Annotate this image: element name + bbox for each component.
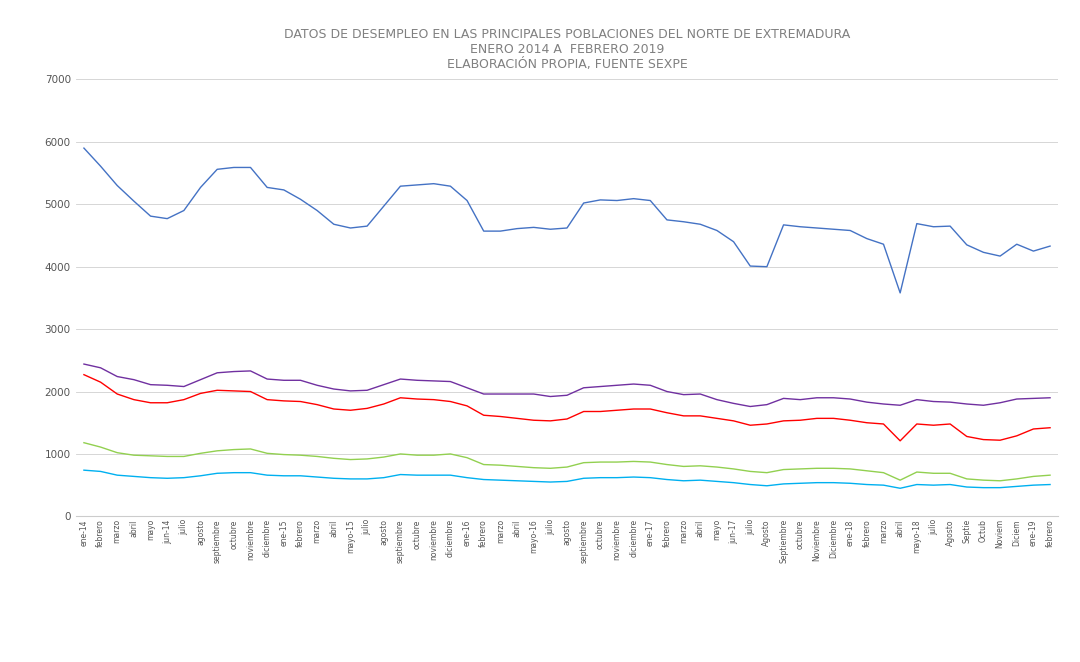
- Line: CORIA: CORIA: [84, 375, 1050, 441]
- PLASENCIA: [1043, 242, 1056, 250]
- NAVALMORAL: [577, 384, 590, 392]
- MORALEJA: [78, 439, 91, 447]
- PLASENCIA: [228, 164, 241, 171]
- JARAIZ: [778, 480, 791, 488]
- NAVALMORAL: [177, 383, 190, 391]
- NAVALMORAL: [327, 385, 340, 393]
- CORIA: [228, 387, 241, 395]
- PLASENCIA: [177, 207, 190, 214]
- NAVALMORAL: [228, 367, 241, 375]
- NAVALMORAL: [744, 402, 757, 410]
- CORIA: [577, 408, 590, 416]
- JARAIZ: [177, 474, 190, 482]
- JARAIZ: [577, 474, 590, 482]
- NAVALMORAL: [794, 396, 807, 404]
- Line: PLASENCIA: PLASENCIA: [84, 148, 1050, 293]
- CORIA: [177, 396, 190, 404]
- JARAIZ: [893, 485, 906, 493]
- JARAIZ: [1043, 481, 1056, 489]
- JARAIZ: [111, 471, 124, 479]
- MORALEJA: [778, 465, 791, 473]
- Line: MORALEJA: MORALEJA: [84, 443, 1050, 481]
- CORIA: [893, 437, 906, 445]
- MORALEJA: [994, 477, 1007, 485]
- NAVALMORAL: [78, 360, 91, 368]
- JARAIZ: [228, 469, 241, 477]
- MORALEJA: [228, 446, 241, 453]
- CORIA: [1043, 424, 1056, 432]
- PLASENCIA: [78, 144, 91, 152]
- MORALEJA: [1043, 471, 1056, 479]
- Line: NAVALMORAL: NAVALMORAL: [84, 364, 1050, 406]
- JARAIZ: [327, 474, 340, 482]
- JARAIZ: [78, 466, 91, 474]
- MORALEJA: [177, 452, 190, 460]
- PLASENCIA: [577, 199, 590, 207]
- Title: DATOS DE DESEMPLEO EN LAS PRINCIPALES POBLACIONES DEL NORTE DE EXTREMADURA
ENERO: DATOS DE DESEMPLEO EN LAS PRINCIPALES PO…: [284, 28, 850, 71]
- NAVALMORAL: [1043, 394, 1056, 402]
- CORIA: [111, 390, 124, 398]
- PLASENCIA: [327, 220, 340, 228]
- NAVALMORAL: [111, 373, 124, 381]
- MORALEJA: [327, 454, 340, 462]
- CORIA: [327, 405, 340, 413]
- PLASENCIA: [893, 289, 906, 297]
- CORIA: [778, 417, 791, 425]
- CORIA: [78, 371, 91, 379]
- PLASENCIA: [111, 181, 124, 189]
- MORALEJA: [577, 459, 590, 467]
- Line: JARAIZ: JARAIZ: [84, 470, 1050, 489]
- PLASENCIA: [778, 221, 791, 229]
- MORALEJA: [111, 449, 124, 457]
